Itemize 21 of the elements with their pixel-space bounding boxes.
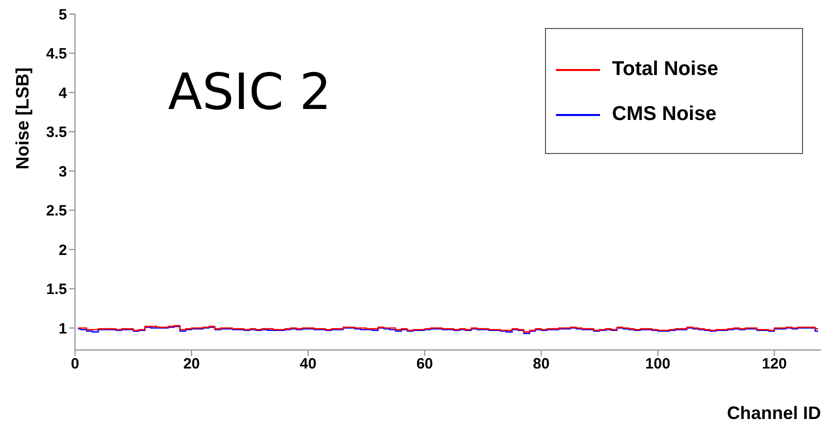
y-tick-label: 4	[58, 84, 68, 102]
y-tick-label: 1	[58, 320, 67, 338]
x-tick-label: 80	[532, 356, 550, 373]
x-tick-label: 20	[183, 356, 200, 373]
y-tick-label: 2.5	[46, 202, 67, 220]
y-tick-label: 5	[58, 6, 67, 24]
y-tick-label: 2	[58, 242, 67, 259]
x-tick-label: 120	[762, 356, 787, 373]
x-tick-label: 60	[416, 356, 434, 373]
x-axis-title: Channel ID	[726, 403, 821, 424]
y-tick-label: 3.5	[46, 124, 67, 142]
y-tick-label: 3	[58, 163, 67, 180]
y-axis-title: Noise [LSB]	[12, 66, 34, 170]
y-tick-label: 4.5	[46, 46, 67, 63]
x-tick-label: 0	[70, 356, 80, 373]
legend-label: CMS Noise	[611, 102, 718, 127]
x-tick-label: 40	[300, 356, 316, 373]
x-tick-label: 100	[645, 356, 670, 373]
annotation: ASIC 2	[168, 63, 332, 121]
y-tick-label: 1.5	[46, 281, 67, 298]
legend-label: Total Noise	[611, 57, 720, 82]
